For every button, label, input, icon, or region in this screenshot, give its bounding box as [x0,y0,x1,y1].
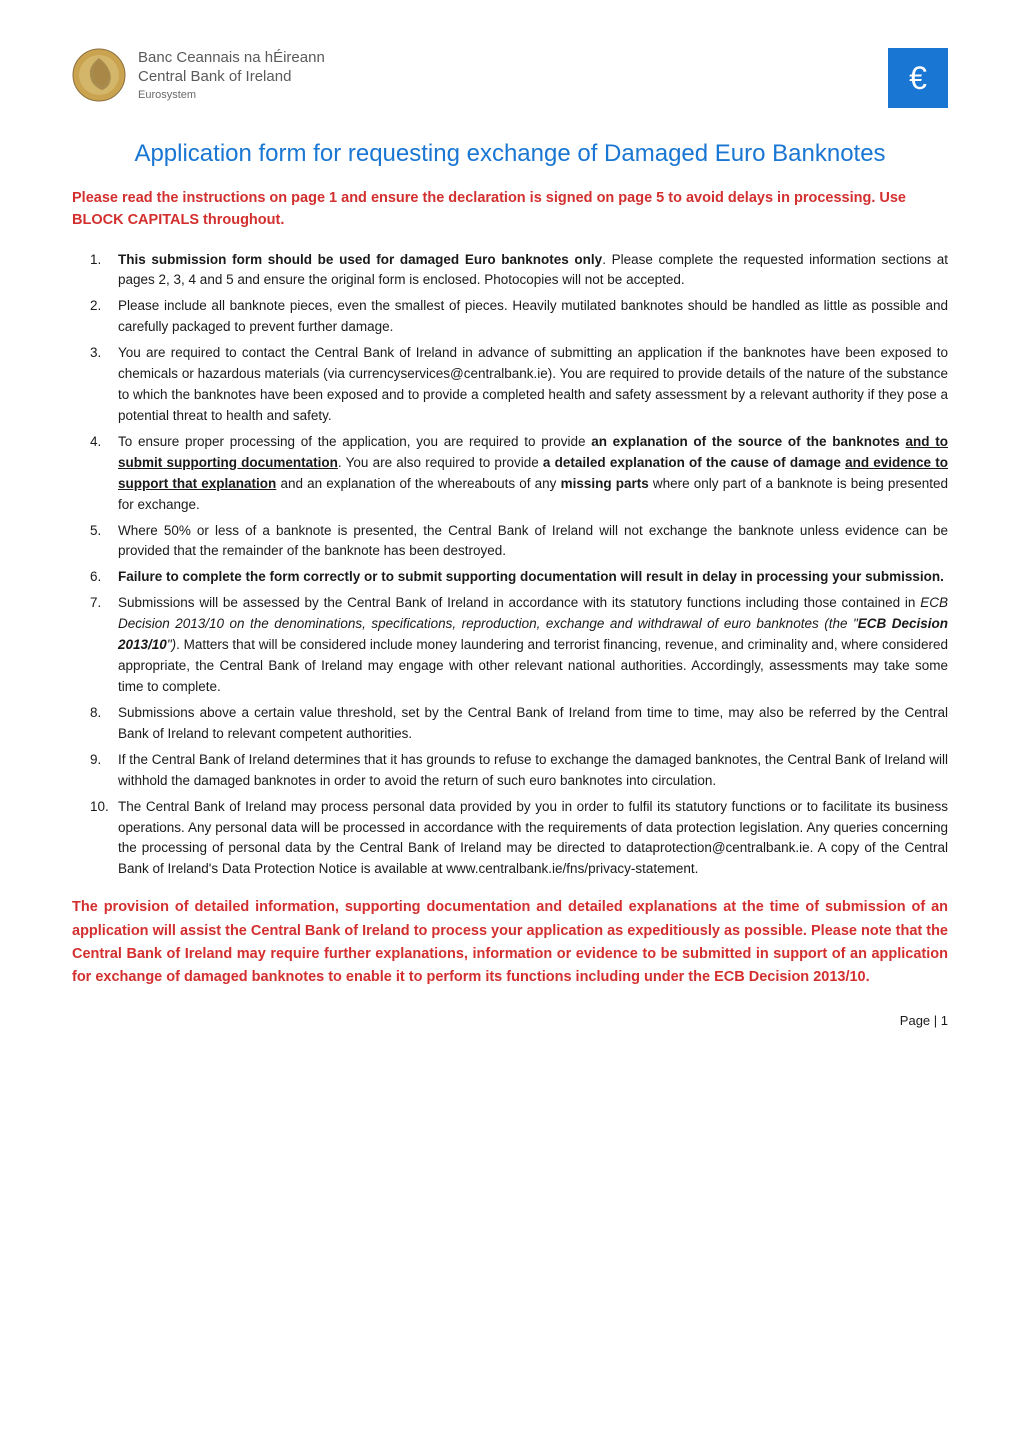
list-item-text: The Central Bank of Ireland may process … [118,799,948,877]
header-line-eurosystem: Eurosystem [138,89,325,101]
footer-warning-text: The provision of detailed information, s… [72,896,948,989]
header-text-block: Banc Ceannais na hÉireann Central Bank o… [138,49,325,101]
list-item-bold: a detailed explanation of the cause of d… [543,455,845,470]
list-item: If the Central Bank of Ireland determine… [118,750,948,792]
header-line-irish: Banc Ceannais na hÉireann [138,49,325,66]
list-item: To ensure proper processing of the appli… [118,432,948,516]
list-item-text: . You are also required to provide [338,455,543,470]
list-item: Submissions above a certain value thresh… [118,703,948,745]
list-item-text: . Matters that will be considered includ… [118,637,948,694]
list-item-text: Please include all banknote pieces, even… [118,298,948,334]
list-item-text: Submissions will be assessed by the Cent… [118,595,920,610]
bank-logo [72,48,126,102]
euro-symbol-box: € [888,48,948,108]
list-item: Please include all banknote pieces, even… [118,296,948,338]
list-item-text: Where 50% or less of a banknote is prese… [118,523,948,559]
list-item-italic: ") [167,637,176,652]
list-item-text: You are required to contact the Central … [118,345,948,423]
list-item-bold: an explanation of the source of the bank… [591,434,905,449]
list-item-bold: Failure to complete the form correctly o… [118,569,944,584]
list-item-text: and an explanation of the whereabouts of… [276,476,560,491]
instructions-text: Please read the instructions on page 1 a… [72,188,948,232]
list-item: This submission form should be used for … [118,250,948,292]
list-item-text: To ensure proper processing of the appli… [118,434,591,449]
list-item: You are required to contact the Central … [118,343,948,427]
list-item-text: If the Central Bank of Ireland determine… [118,752,948,788]
list-item: Submissions will be assessed by the Cent… [118,593,948,698]
numbered-list: This submission form should be used for … [72,250,948,881]
header-line-english: Central Bank of Ireland [138,68,325,85]
list-item: The Central Bank of Ireland may process … [118,797,948,881]
list-item-bold: This submission form should be used for … [118,252,602,267]
document-header: Banc Ceannais na hÉireann Central Bank o… [72,48,948,108]
list-item-text: Submissions above a certain value thresh… [118,705,948,741]
list-item: Where 50% or less of a banknote is prese… [118,521,948,563]
page-number: Page | 1 [72,1013,948,1028]
list-item: Failure to complete the form correctly o… [118,567,948,588]
list-item-bold: missing parts [561,476,649,491]
euro-symbol: € [909,60,927,97]
page-title: Application form for requesting exchange… [72,140,948,168]
header-left: Banc Ceannais na hÉireann Central Bank o… [72,48,325,102]
